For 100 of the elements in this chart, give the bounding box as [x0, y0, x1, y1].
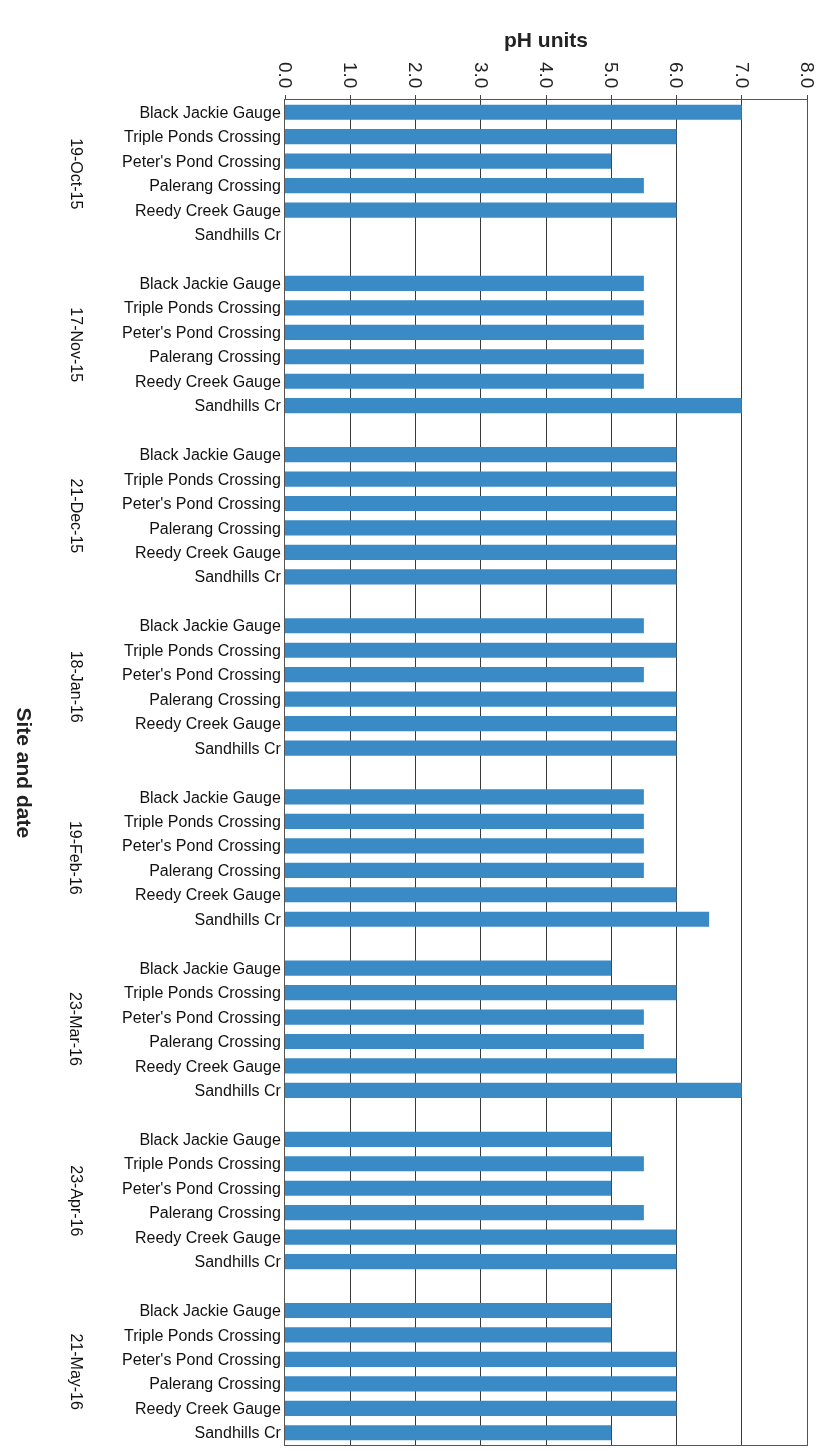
bar: [285, 1156, 644, 1172]
y-tick-label: Sandhills Cr: [194, 1253, 282, 1271]
bar: [285, 544, 677, 560]
y-tick-label: Black Jackie Gauge: [139, 617, 281, 635]
y-tick-label: Peter's Pond Crossing: [122, 323, 281, 341]
bar: [285, 300, 644, 316]
y-tick-label: Peter's Pond Crossing: [122, 1008, 281, 1026]
bar: [285, 862, 644, 878]
y-tick-label: Reedy Creek Gauge: [134, 1399, 281, 1417]
bar: [285, 471, 677, 487]
bar: [285, 1131, 612, 1147]
bar: [285, 520, 677, 536]
bar: [285, 716, 677, 732]
bar: [285, 1351, 677, 1367]
bar: [285, 789, 644, 805]
y-tick-label: Reedy Creek Gauge: [134, 201, 281, 219]
text: 21-May-16: [67, 1333, 85, 1411]
x-tick-label: 8.0: [796, 61, 818, 89]
x-tick-label: 6.0: [666, 61, 688, 89]
bar: [285, 373, 644, 389]
bar: [285, 275, 644, 291]
bar: [285, 1254, 677, 1270]
bar: [285, 349, 644, 365]
y-tick-label: Sandhills Cr: [194, 397, 282, 415]
y-tick-label: Palerang Crossing: [149, 348, 281, 366]
y-tick-label: Reedy Creek Gauge: [134, 372, 281, 390]
text: 17-Nov-15: [67, 307, 85, 383]
y-tick-label: Peter's Pond Crossing: [122, 666, 281, 684]
x-tick-label: 2.0: [405, 61, 427, 89]
text: 23-Apr-16: [67, 1165, 85, 1237]
bar: [285, 960, 612, 976]
bar: [285, 202, 677, 218]
text: 21-Dec-15: [67, 478, 85, 554]
y-tick-label: Triple Ponds Crossing: [123, 470, 281, 488]
y-tick-label: Peter's Pond Crossing: [122, 1351, 281, 1369]
y-tick-label: Black Jackie Gauge: [139, 103, 281, 121]
y-tick-label: Sandhills Cr: [194, 568, 282, 586]
bar: [285, 569, 677, 585]
y-tick-label: Sandhills Cr: [194, 1424, 282, 1442]
x-tick-label: 4.0: [535, 61, 557, 89]
bar: [285, 1302, 612, 1319]
x-tick-label: 0.0: [274, 61, 296, 89]
bar: [285, 398, 742, 414]
y-tick-label: Palerang Crossing: [149, 1033, 281, 1051]
x-tick-label: 5.0: [601, 61, 623, 89]
bar: [285, 911, 710, 927]
bar: [285, 1058, 677, 1074]
y-tick-label: Peter's Pond Crossing: [122, 837, 281, 855]
y-tick-label: Triple Ponds Crossing: [123, 1326, 281, 1344]
y-tick-label: Palerang Crossing: [149, 1204, 281, 1222]
bar: [285, 178, 644, 194]
bar: [285, 691, 677, 707]
bar: [285, 104, 742, 120]
y-tick-label: Black Jackie Gauge: [139, 446, 281, 464]
x-tick-label: 1.0: [340, 61, 362, 89]
y-tick-label: Black Jackie Gauge: [139, 1130, 281, 1148]
bar: [285, 1180, 612, 1196]
y-tick-label: Black Jackie Gauge: [139, 275, 281, 293]
y-tick-label: Triple Ponds Crossing: [123, 299, 281, 317]
y-tick-label: Reedy Creek Gauge: [134, 1228, 281, 1246]
y-tick-label: Triple Ponds Crossing: [123, 1155, 281, 1173]
y-tick-label: Peter's Pond Crossing: [122, 1179, 281, 1197]
y-tick-label: Black Jackie Gauge: [139, 959, 281, 977]
bar: [285, 1009, 644, 1025]
bar: [285, 1205, 644, 1221]
bar: [285, 129, 677, 145]
bar: [285, 740, 677, 756]
bar: [285, 495, 677, 512]
bar: [285, 985, 677, 1001]
y-tick-label: Palerang Crossing: [149, 519, 281, 537]
bar: [285, 667, 644, 683]
y-tick-label: Palerang Crossing: [149, 861, 281, 879]
bar: [285, 1327, 612, 1343]
bar: [285, 324, 644, 340]
y-tick-label: Triple Ponds Crossing: [123, 813, 281, 831]
x-axis-title: pH units: [504, 28, 588, 52]
bar: [285, 887, 677, 903]
text: 19-Oct-15: [67, 138, 85, 210]
y-tick-label: Sandhills Cr: [194, 739, 282, 757]
y-tick-label: Sandhills Cr: [194, 910, 282, 928]
bar: [285, 642, 677, 658]
y-tick-label: Sandhills Cr: [194, 1082, 282, 1100]
bar: [285, 1082, 742, 1098]
y-tick-label: Reedy Creek Gauge: [134, 715, 281, 733]
y-axis-title: Site and date: [12, 707, 36, 839]
bar: [285, 1229, 677, 1245]
y-tick-label: Triple Ponds Crossing: [123, 128, 281, 146]
bar: [285, 618, 644, 634]
y-tick-label: Black Jackie Gauge: [139, 1302, 281, 1320]
text: 18-Jan-16: [68, 650, 86, 723]
bar: [285, 813, 644, 829]
bar: [285, 1400, 677, 1416]
y-tick-label: Reedy Creek Gauge: [134, 1057, 281, 1075]
y-tick-label: Reedy Creek Gauge: [134, 886, 281, 904]
x-tick-label: 3.0: [470, 61, 492, 89]
bar: [285, 447, 677, 463]
bar: [285, 1376, 677, 1392]
x-tick-label: 7.0: [731, 61, 753, 89]
text: 19-Feb-16: [67, 820, 85, 895]
y-tick-label: Palerang Crossing: [149, 1375, 281, 1393]
